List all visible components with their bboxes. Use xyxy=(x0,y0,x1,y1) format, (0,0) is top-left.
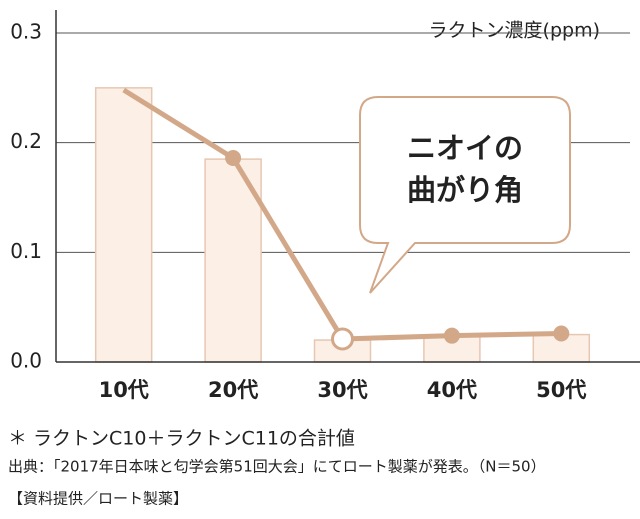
y-axis-label: ラクトン濃度(ppm) xyxy=(429,20,600,42)
y-tick-label: 0.1 xyxy=(10,239,42,263)
source: 出典：「2017年日本味と匂学会第51回大会」にてロート製薬が発表。（N＝50） xyxy=(8,458,546,476)
callout-bubble xyxy=(359,96,571,294)
annotation: ニオイの xyxy=(407,131,523,165)
line-marker xyxy=(331,327,354,351)
x-tick-label: 10代 xyxy=(99,378,149,402)
y-tick-label: 0.3 xyxy=(10,20,42,44)
line-marker xyxy=(443,327,460,344)
line-marker xyxy=(553,325,570,342)
plot: 0.0 0.1 0.2 0.3 10代 20代 30代 40代 50代 xyxy=(10,10,640,402)
annotation: 曲がり角 xyxy=(407,173,523,207)
x-tick-label: 30代 xyxy=(317,378,367,402)
y-tick-label: 0.2 xyxy=(10,129,42,153)
bar xyxy=(204,158,262,363)
footnote: ＊ ラクトンC10＋ラクトンC11の合計値 xyxy=(8,428,355,450)
bar xyxy=(94,87,153,363)
x-tick-label: 50代 xyxy=(536,378,586,402)
credit: 【資料提供／ロート製薬】 xyxy=(8,490,188,508)
x-tick-label: 20代 xyxy=(208,378,258,402)
x-tick-label: 40代 xyxy=(427,378,477,402)
y-tick-label: 0.0 xyxy=(10,349,42,373)
line-marker xyxy=(225,150,242,167)
